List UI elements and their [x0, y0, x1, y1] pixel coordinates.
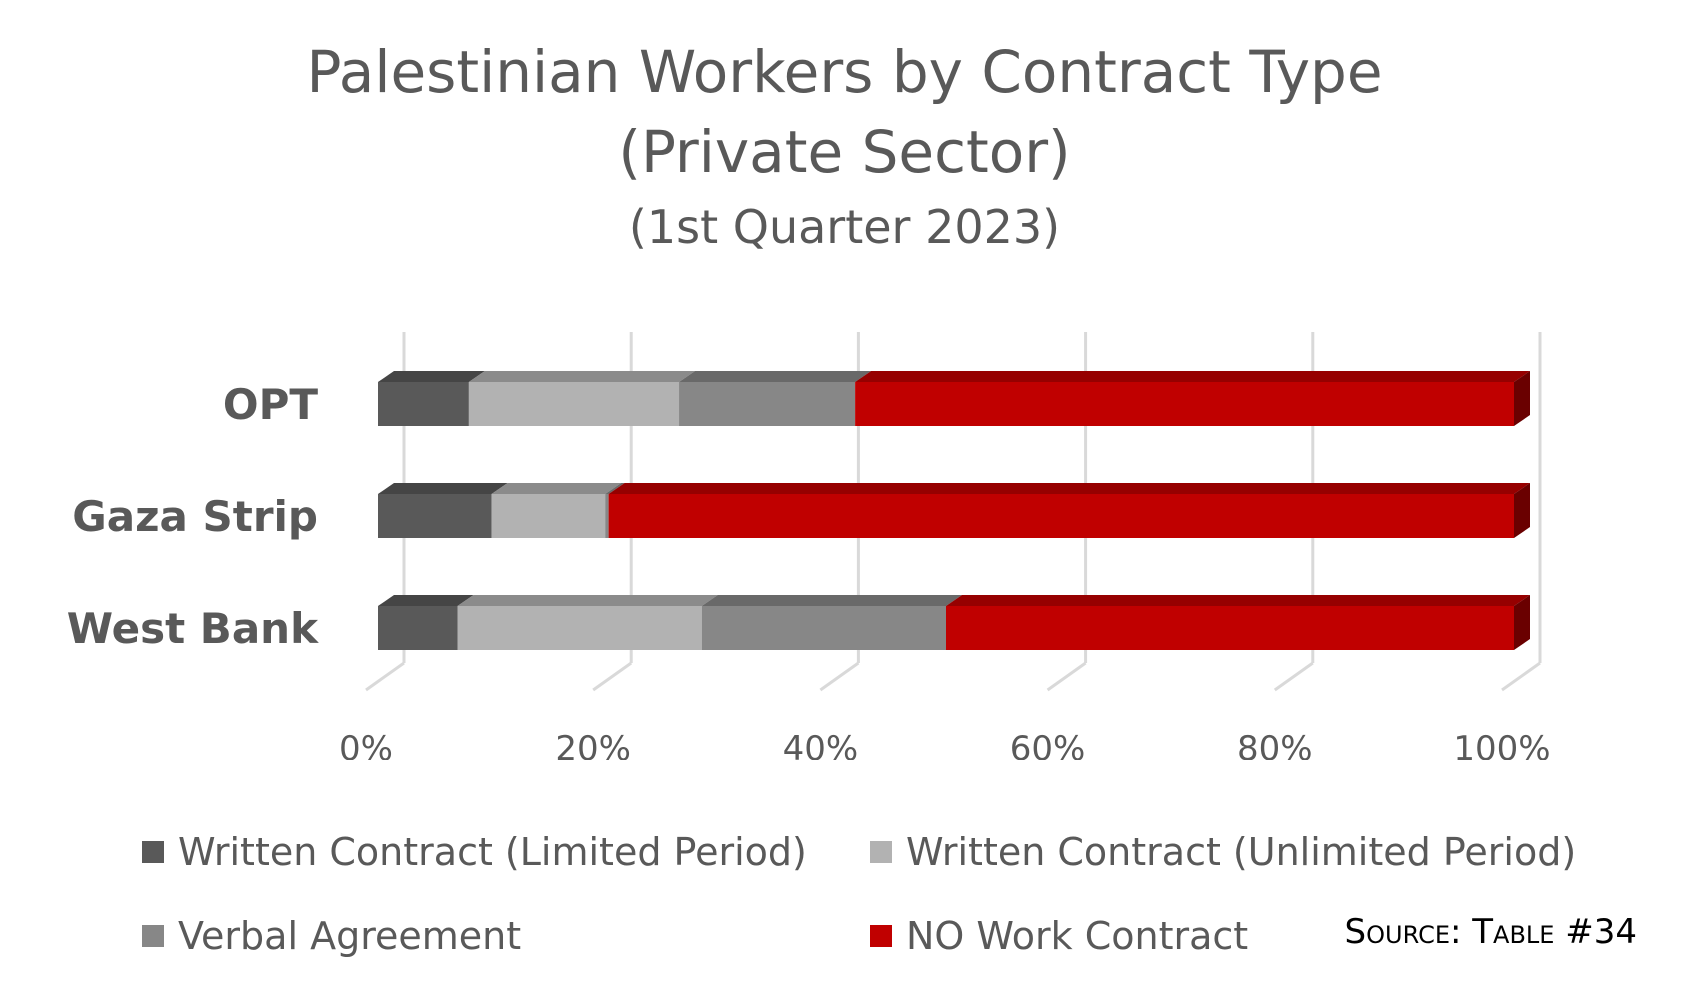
legend-label: Verbal Agreement [178, 914, 522, 958]
bar-top-face [855, 371, 1530, 382]
x-tick-label: 0% [339, 729, 393, 760]
bar-segment [468, 382, 680, 426]
category-label: Gaza Strip [72, 492, 318, 541]
bar-segment [378, 606, 458, 650]
bar-top-face [608, 483, 1530, 494]
x-tick-label: 100% [1453, 729, 1550, 760]
legend-label: NO Work Contract [906, 914, 1249, 958]
bar-segment [378, 382, 469, 426]
floor-gridline [1273, 661, 1314, 692]
legend-swatch [870, 925, 892, 947]
bar-side-face [1514, 371, 1530, 426]
bar-segment [605, 494, 609, 538]
legend-item-no-contract: NO Work Contract [870, 914, 1248, 958]
bar-segment [608, 494, 1514, 538]
bar-top-face [378, 371, 485, 382]
bar-top-face [378, 483, 508, 494]
bar-top-face [946, 595, 1530, 606]
bar-segment [946, 606, 1514, 650]
x-tick-label: 40% [783, 729, 859, 760]
legend-item-written-limited: Written Contract (Limited Period) [142, 830, 807, 874]
bar-segment [679, 382, 856, 426]
legend-item-verbal: Verbal Agreement [142, 914, 521, 958]
chart-subtitle: (1st Quarter 2023) [628, 200, 1061, 254]
chart-title-line2: (Private Sector) [618, 118, 1071, 186]
x-tick-label: 60% [1010, 729, 1086, 760]
legend-swatch [870, 841, 892, 863]
source-note: Source: Table #34 [1344, 912, 1637, 952]
floor-gridline [1501, 661, 1541, 692]
bar-top-face [457, 595, 718, 606]
bar-segment [491, 494, 606, 538]
bar-top-face [491, 483, 622, 494]
chart-plot-area: 0% 20% 40% 60% 80% 100% OPT Gaza Strip West Bank [67, 332, 1551, 760]
bar-top-face [378, 595, 474, 606]
legend-swatch [142, 925, 164, 947]
bar-top-face [701, 595, 962, 606]
bar-segment [457, 606, 702, 650]
legend-label: Written Contract (Limited Period) [178, 830, 807, 874]
x-tick-label: 80% [1237, 729, 1313, 760]
bar-side-face [1514, 595, 1530, 650]
legend-label: Written Contract (Unlimited Period) [906, 830, 1577, 874]
bar-segment [701, 606, 946, 650]
bar-top-face [605, 483, 625, 494]
bar-segment [855, 382, 1514, 426]
bar-top-face [679, 371, 872, 382]
chart-title: Palestinian Workers by Contract Type [306, 38, 1383, 106]
floor-gridline [1046, 661, 1087, 692]
bar-segment [378, 494, 492, 538]
floor-gridline [592, 661, 633, 692]
bar-side-face [1514, 483, 1530, 538]
legend-swatch [142, 841, 164, 863]
bar-top-face [468, 371, 696, 382]
x-tick-label: 20% [555, 729, 631, 760]
category-label: OPT [223, 380, 318, 429]
floor-gridline [365, 661, 405, 692]
legend-item-written-unlimited: Written Contract (Unlimited Period) [870, 830, 1576, 874]
floor-gridline [819, 661, 860, 692]
category-label: West Bank [67, 604, 319, 653]
